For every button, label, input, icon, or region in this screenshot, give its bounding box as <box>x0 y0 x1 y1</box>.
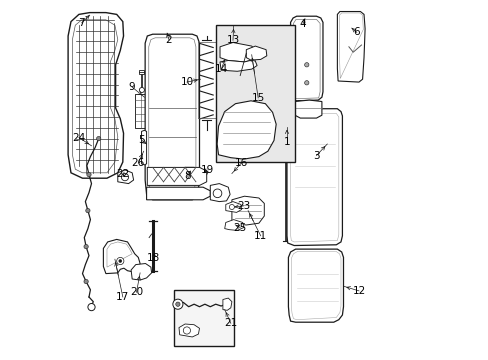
Bar <box>215 25 294 162</box>
Polygon shape <box>141 130 146 165</box>
Polygon shape <box>224 220 244 230</box>
Polygon shape <box>220 42 258 62</box>
Circle shape <box>185 172 192 179</box>
Polygon shape <box>131 264 151 280</box>
Circle shape <box>84 244 88 249</box>
Text: 2: 2 <box>165 35 172 45</box>
Text: 5: 5 <box>138 135 145 145</box>
Polygon shape <box>217 101 276 159</box>
Bar <box>162 49 166 52</box>
Circle shape <box>229 204 234 210</box>
Circle shape <box>88 303 95 311</box>
Bar <box>174 290 233 346</box>
Polygon shape <box>225 202 241 212</box>
Polygon shape <box>231 196 264 225</box>
Text: 21: 21 <box>224 318 237 328</box>
Text: 18: 18 <box>147 253 160 264</box>
Polygon shape <box>290 16 322 101</box>
Circle shape <box>121 174 128 181</box>
Text: 24: 24 <box>72 132 85 143</box>
Text: 15: 15 <box>251 93 264 103</box>
Polygon shape <box>286 109 342 246</box>
Text: 8: 8 <box>184 171 190 181</box>
Polygon shape <box>337 12 365 82</box>
Circle shape <box>85 208 90 213</box>
Text: 7: 7 <box>78 18 85 28</box>
Text: 20: 20 <box>130 287 143 297</box>
Text: 13: 13 <box>226 35 239 45</box>
Circle shape <box>96 136 101 141</box>
Text: 9: 9 <box>129 82 135 92</box>
Circle shape <box>213 189 222 198</box>
Polygon shape <box>118 170 133 184</box>
Circle shape <box>183 327 190 334</box>
Circle shape <box>304 63 308 67</box>
Circle shape <box>175 302 180 306</box>
Text: 22: 22 <box>116 168 129 179</box>
Text: 1: 1 <box>283 137 290 147</box>
Circle shape <box>84 279 88 284</box>
Circle shape <box>87 172 91 177</box>
Text: 26: 26 <box>131 158 144 168</box>
Polygon shape <box>146 187 210 200</box>
Polygon shape <box>147 167 206 185</box>
Polygon shape <box>180 167 197 184</box>
Bar <box>134 94 165 128</box>
Circle shape <box>172 299 183 309</box>
Bar <box>139 70 144 74</box>
Circle shape <box>304 81 308 85</box>
Text: 25: 25 <box>233 222 246 233</box>
Text: 17: 17 <box>116 292 129 302</box>
Circle shape <box>119 260 122 262</box>
Text: 16: 16 <box>235 158 248 168</box>
Polygon shape <box>223 298 231 310</box>
Polygon shape <box>210 184 230 202</box>
Text: 12: 12 <box>352 286 365 296</box>
Text: 10: 10 <box>180 77 193 87</box>
Bar <box>170 47 173 50</box>
Polygon shape <box>246 46 266 60</box>
Text: 6: 6 <box>353 27 359 37</box>
Polygon shape <box>294 100 321 118</box>
Polygon shape <box>288 249 343 322</box>
Text: 3: 3 <box>312 150 319 161</box>
Text: 11: 11 <box>254 231 267 241</box>
Polygon shape <box>145 34 199 200</box>
Text: 4: 4 <box>299 19 305 30</box>
Text: 14: 14 <box>214 64 227 74</box>
Circle shape <box>117 257 123 265</box>
Polygon shape <box>103 239 140 274</box>
Polygon shape <box>220 59 257 71</box>
Polygon shape <box>199 170 207 176</box>
Text: 19: 19 <box>200 165 213 175</box>
Polygon shape <box>68 13 123 178</box>
Text: 23: 23 <box>236 201 249 211</box>
Polygon shape <box>179 324 199 337</box>
Circle shape <box>139 87 144 93</box>
